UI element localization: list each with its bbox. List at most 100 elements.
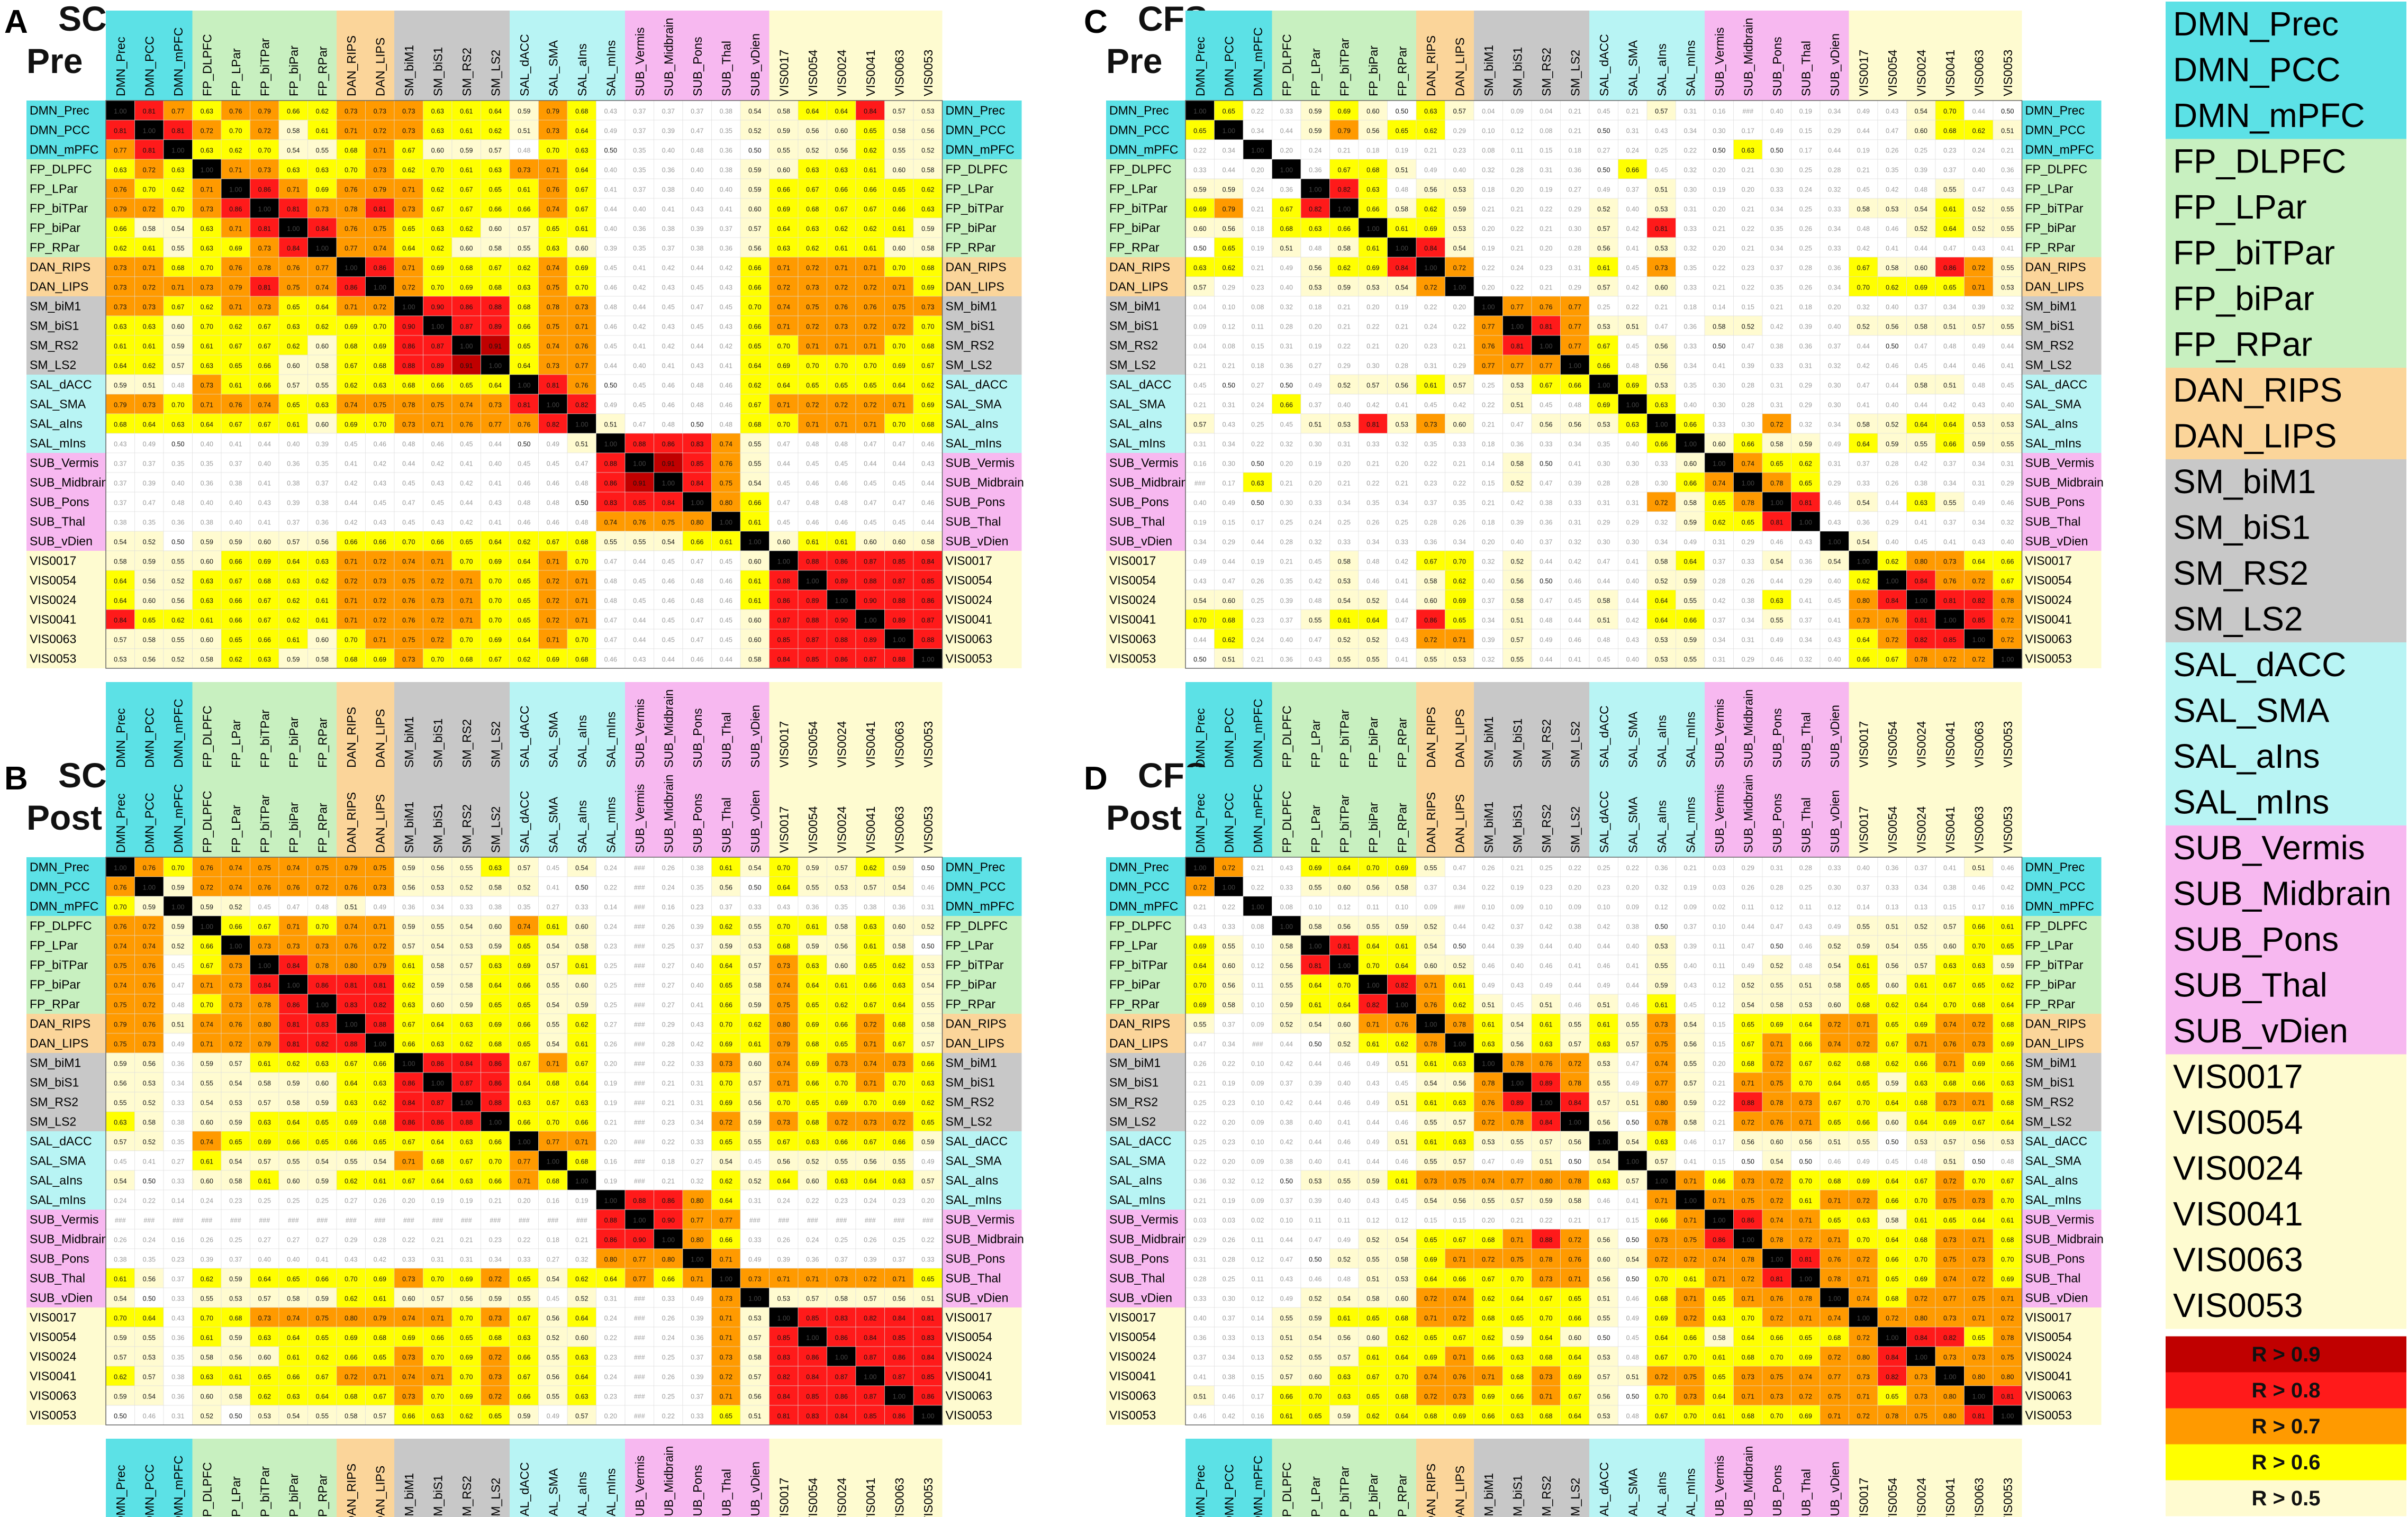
cell-value: 0.36 [806, 1256, 819, 1263]
cell-value: 0.20 [1540, 244, 1552, 252]
cell-value: 0.50 [143, 1295, 156, 1302]
cell-value: 0.77 [489, 421, 502, 428]
cell-value: 0.67 [316, 1373, 329, 1380]
cell-value: 0.37 [633, 107, 646, 115]
cell-value: 0.60 [1193, 225, 1206, 232]
cell-value: 0.52 [518, 884, 530, 891]
cell-value: 0.72 [806, 323, 819, 330]
cell-value: 0.71 [806, 1275, 819, 1283]
cell-value: 0.57 [1366, 381, 1379, 389]
cell-value: 0.29 [1569, 284, 1581, 291]
cell-value: 0.57 [258, 1099, 271, 1106]
cell-value: 0.55 [201, 1079, 213, 1087]
cell-value: 0.63 [806, 225, 819, 232]
cell-value: 0.72 [431, 636, 444, 643]
cell-value: 0.46 [921, 440, 934, 448]
row-label-right: DMN_PCC [2025, 123, 2086, 137]
col-label-top: SUB_Thal [1799, 41, 1813, 96]
cell-value: 0.53 [229, 1099, 242, 1106]
cell-value: 0.23 [604, 942, 617, 950]
cell-value: 0.59 [201, 903, 213, 911]
cell-value: 0.04 [1540, 107, 1552, 115]
row-label-right: SUB_Pons [946, 495, 1006, 509]
cell-value: 0.60 [748, 205, 761, 213]
cell-value: 0.36 [402, 903, 415, 911]
cell-value: ### [634, 1334, 645, 1341]
cell-value: 0.19 [1540, 186, 1552, 193]
row-label-right-bg [942, 335, 1022, 355]
cell-value: 0.62 [1424, 205, 1437, 213]
cell-value: 0.65 [518, 342, 530, 350]
cell-value: 0.19 [1309, 342, 1321, 350]
cell-value: 1.00 [1453, 284, 1466, 291]
cell-value: 0.63 [316, 166, 329, 174]
cell-value: 0.21 [489, 1197, 502, 1204]
cell-value: 0.87 [893, 577, 906, 585]
cell-value: 0.80 [258, 1021, 271, 1028]
cell-value: 0.75 [662, 519, 675, 526]
cell-value: 0.66 [1597, 362, 1610, 369]
cell-value: 0.79 [114, 401, 126, 408]
cell-value: 0.66 [258, 362, 271, 369]
cell-value: ### [547, 1216, 558, 1224]
cell-value: 0.71 [345, 303, 357, 311]
cell-value: 0.43 [691, 205, 703, 213]
cell-value: 0.29 [345, 1236, 357, 1243]
cell-value: 0.57 [893, 107, 906, 115]
cell-value: 1.00 [402, 1060, 415, 1067]
col-label-bottom: VIS0054 [806, 1478, 820, 1517]
cell-value: 0.87 [864, 1354, 876, 1361]
cell-value: 0.71 [835, 342, 848, 350]
cell-value: 0.71 [864, 421, 876, 428]
cell-value: 1.00 [748, 1295, 761, 1302]
cell-value: 0.66 [258, 636, 271, 643]
cell-value: 0.20 [1396, 342, 1408, 350]
cell-value: 0.55 [316, 1412, 329, 1420]
cell-value: ### [316, 1216, 328, 1224]
cell-value: 0.89 [489, 323, 502, 330]
col-label-bottom: SUB_Pons [691, 1465, 704, 1517]
cell-value: 0.71 [345, 597, 357, 604]
panel-letter: C [1084, 4, 1108, 40]
cell-value: 0.56 [171, 597, 184, 604]
row-label-right: FP_LPar [946, 939, 994, 952]
col-label-top: SUB_Pons [1770, 37, 1784, 96]
cell-value: 0.50 [691, 421, 703, 428]
cell-value: 0.69 [316, 186, 329, 193]
row-label-right: VIS0053 [946, 652, 992, 666]
cell-value: 0.64 [777, 225, 790, 232]
col-label-top: FP_DLPFC [200, 791, 214, 853]
cell-value: 0.64 [489, 982, 502, 989]
col-label-top: FP_DLPFC [200, 34, 214, 96]
cell-value: 0.73 [345, 107, 357, 115]
cell-value: 0.63 [806, 166, 819, 174]
cell-value: 0.44 [2001, 342, 2014, 350]
cell-value: 0.10 [1223, 303, 1235, 311]
cell-value: 0.50 [748, 884, 761, 891]
cell-value: 0.68 [1943, 127, 1956, 134]
cell-value: 0.71 [201, 982, 213, 989]
cell-value: 0.63 [374, 381, 386, 389]
cell-value: ### [634, 1040, 645, 1048]
cell-value: 0.43 [1655, 127, 1668, 134]
cell-value: 0.45 [662, 636, 675, 643]
cell-value: 0.71 [777, 323, 790, 330]
cell-value: 0.67 [518, 1314, 530, 1322]
cell-value: 0.72 [431, 577, 444, 585]
cell-value: 0.68 [806, 205, 819, 213]
cell-value: 0.80 [720, 499, 732, 506]
cell-value: 0.19 [604, 1099, 617, 1106]
cell-value: 0.87 [864, 1393, 876, 1400]
col-label-bottom: SAL_SMA [1626, 711, 1640, 768]
cell-value: 1.00 [1223, 127, 1235, 134]
col-label-top: VIS0063 [892, 50, 906, 96]
cell-value: 0.70 [345, 636, 357, 643]
cell-value: 0.26 [1799, 225, 1812, 232]
cell-value: 0.65 [921, 1275, 934, 1283]
cell-value: 0.63 [518, 284, 530, 291]
cell-value: 0.69 [460, 284, 473, 291]
cell-value: 0.48 [835, 440, 848, 448]
cell-value: 0.45 [720, 303, 732, 311]
cell-value: 0.71 [720, 1314, 732, 1322]
cell-value: 0.22 [1742, 225, 1754, 232]
